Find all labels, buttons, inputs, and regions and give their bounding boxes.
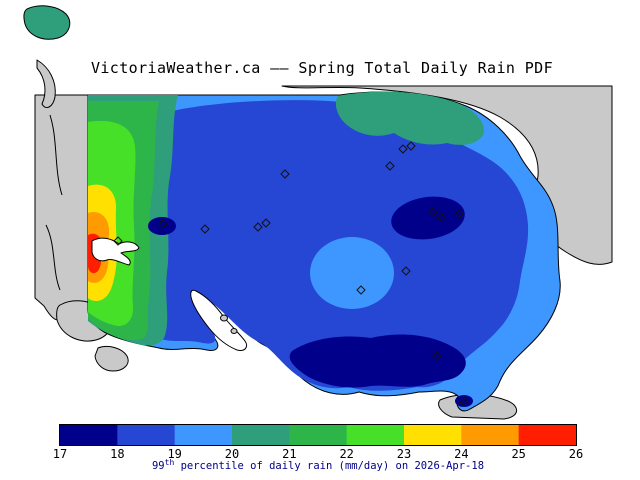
contour-region-17-18-south: [289, 334, 466, 388]
colorbar-tick-label: 25: [511, 447, 525, 461]
colorbar: [60, 425, 577, 445]
contour-region-17-18-west-small: [148, 217, 176, 235]
colorbar-caption: 99th percentile of daily rain (mm/day) o…: [152, 458, 484, 472]
station-markers-group: [113, 141, 469, 407]
station-marker: [454, 209, 464, 219]
station-marker: [401, 266, 411, 276]
colorbar-tick-label: 22: [339, 447, 353, 461]
colorbar-tick-label: 19: [167, 447, 181, 461]
coastline-detail-west-2: [45, 224, 61, 291]
colorbar-segment: [289, 425, 348, 445]
station-marker: [428, 207, 438, 217]
contour-region-17-18-southeast-small: [455, 395, 473, 407]
contour-fragment-topleft: [23, 5, 71, 40]
colorbar-segment: [60, 425, 118, 445]
colorbar-segment: [461, 425, 520, 445]
colorbar-segment: [117, 425, 176, 445]
contour-region-19-20-central: [310, 237, 394, 309]
station-marker: [398, 144, 408, 154]
colorbar-segment: [174, 425, 233, 445]
colorbar-tick-label: 21: [282, 447, 296, 461]
inlet-island-1: [220, 314, 228, 322]
contour-region-20-21-north: [335, 91, 484, 145]
station-marker: [280, 169, 290, 179]
station-marker: [200, 224, 210, 234]
station-marker: [261, 218, 271, 228]
page-title: VictoriaWeather.ca —— Spring Total Daily…: [91, 59, 553, 77]
land-west-coast: [34, 94, 89, 321]
colorbar-tick-labels: 17 18 19 20 21 22 23 24 25 26: [53, 447, 583, 461]
contour-region-17-18-east: [391, 196, 465, 240]
inlet-island-2: [230, 328, 238, 334]
colorbar-tick-label: 20: [225, 447, 239, 461]
station-marker: [113, 236, 123, 246]
station-marker: [436, 212, 446, 222]
colorbar-border: [59, 424, 577, 446]
station-marker: [406, 141, 416, 151]
station-marker: [432, 351, 442, 361]
land-island-southwest-2: [94, 345, 129, 372]
colorbar-segment: [232, 425, 290, 445]
station-marker: [459, 397, 469, 407]
caption-rest: percentile of daily rain (mm/day) on 202…: [174, 460, 484, 472]
colorbar-segment: [346, 425, 405, 445]
station-marker: [385, 161, 395, 171]
station-marker: [356, 285, 366, 295]
coastline-detail-west-1: [49, 114, 63, 196]
colorbar-tick-label: 26: [569, 447, 583, 461]
colorbar-segment: [518, 425, 577, 445]
colorbar-tick-label: 17: [53, 447, 67, 461]
colorbar-segment: [404, 425, 462, 445]
colorbar-tick-label: 24: [454, 447, 468, 461]
caption-superscript: th: [165, 458, 175, 467]
caption-number: 99: [152, 460, 165, 472]
station-marker: [158, 219, 168, 229]
colorbar-tick-label: 23: [397, 447, 411, 461]
land-crescent-northwest: [36, 59, 56, 108]
colorbar-tick-label: 18: [110, 447, 124, 461]
land-mainland-northeast: [281, 85, 613, 265]
station-marker: [253, 222, 263, 232]
